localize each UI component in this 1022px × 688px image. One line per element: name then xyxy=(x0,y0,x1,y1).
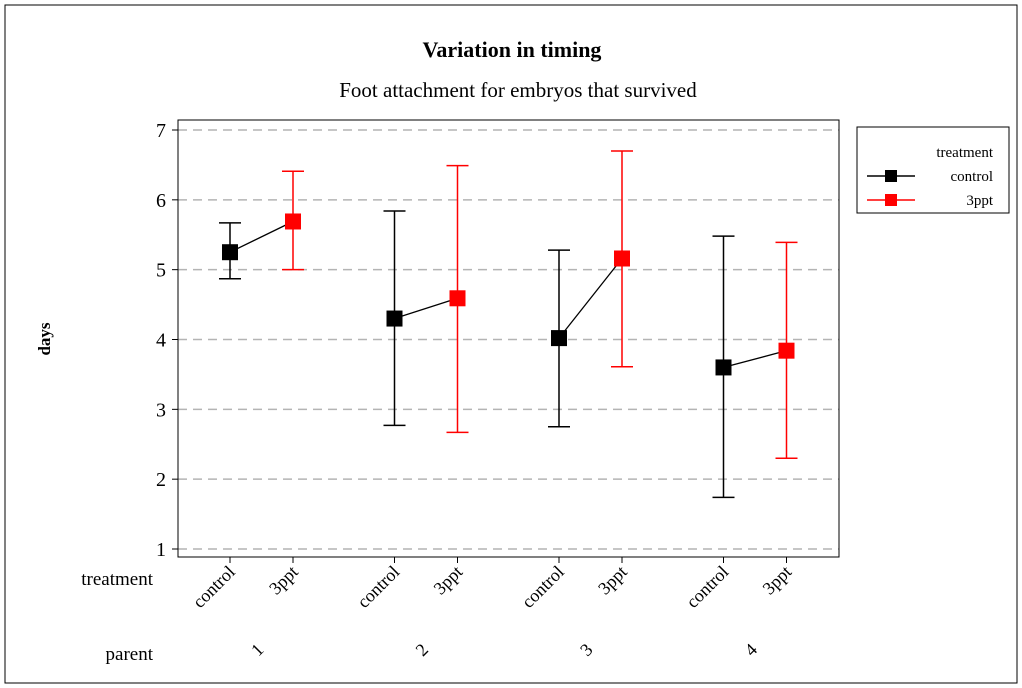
legend-marker-control xyxy=(885,170,897,182)
mean-connector-parent-3 xyxy=(558,258,623,339)
y-axis: 1 2 3 4 5 6 7 xyxy=(156,120,178,561)
y-tick-label-5: 5 xyxy=(156,260,166,282)
mean-connector-parent-1 xyxy=(229,220,294,253)
mean-marker-3ppt-parent-1 xyxy=(285,213,301,230)
mean-marker-3ppt-parent-2 xyxy=(449,290,466,307)
mean-marker-3ppt-parent-4 xyxy=(778,342,795,359)
mean-marker-3ppt-parent-3 xyxy=(614,250,630,267)
y-tick-label-1: 1 xyxy=(156,539,166,561)
series-group xyxy=(219,150,798,499)
x-factor-label-treatment: treatment xyxy=(81,569,153,590)
mean-marker-control-parent-1 xyxy=(222,244,238,261)
legend-label-control: control xyxy=(951,169,994,185)
y-tick-label-2: 2 xyxy=(156,469,166,491)
plot-frame xyxy=(177,119,840,558)
legend-box xyxy=(856,126,1010,214)
legend-title: treatment xyxy=(936,145,993,161)
legend: treatment control 3ppt xyxy=(856,126,1010,214)
x-factor-label-parent: parent xyxy=(106,644,154,665)
y-tick-label-6: 6 xyxy=(156,190,166,212)
y-axis-label: days xyxy=(35,322,54,355)
grid-lines xyxy=(178,129,839,550)
mean-connector-parent-2 xyxy=(394,297,458,320)
chart-subtitle: Foot attachment for embryos that survive… xyxy=(339,78,697,102)
y-tick-label-7: 7 xyxy=(156,120,166,142)
mean-connector-parent-4 xyxy=(723,350,787,369)
legend-marker-3ppt xyxy=(885,194,897,206)
legend-label-3ppt: 3ppt xyxy=(966,193,994,209)
chart-title: Variation in timing xyxy=(423,37,602,62)
mean-marker-control-parent-2 xyxy=(386,310,403,327)
y-tick-label-4: 4 xyxy=(156,330,166,352)
mean-marker-control-parent-3 xyxy=(551,330,567,347)
mean-marker-control-parent-4 xyxy=(715,359,732,376)
figure-border xyxy=(4,4,1018,684)
y-tick-label-3: 3 xyxy=(156,399,166,421)
